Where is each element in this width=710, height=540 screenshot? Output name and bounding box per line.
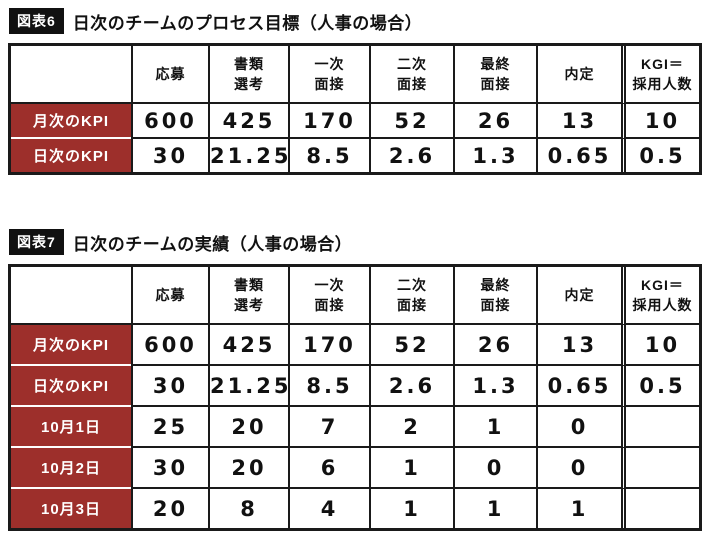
value-cell: 25 xyxy=(131,407,208,448)
column-header: 二次 面接 xyxy=(369,267,453,325)
value-cell xyxy=(621,448,699,489)
value-cell: 6 xyxy=(288,448,369,489)
corner-cell xyxy=(11,267,131,325)
value-cell: 1 xyxy=(453,407,536,448)
value-cell: 0.5 xyxy=(621,139,699,172)
value-cell: 1 xyxy=(453,489,536,528)
row-label: 10月1日 xyxy=(11,407,131,448)
value-cell: 170 xyxy=(288,104,369,139)
figure-6-section: 図表6 日次のチームのプロセス目標（人事の場合） 応募 書類 選考 一次 面接 二次 … xyxy=(8,8,702,175)
value-cell: 0.65 xyxy=(536,139,621,172)
figure-6-table: 応募 書類 選考 一次 面接 二次 面接 最終 面接 内定 KGI＝ 採用人数 月次のKPI 6… xyxy=(8,43,702,175)
column-header: 一次 面接 xyxy=(288,267,369,325)
value-cell: 52 xyxy=(369,104,453,139)
value-cell: 0.5 xyxy=(621,366,699,407)
figure-6-tag: 図表6 xyxy=(9,8,64,34)
value-cell: 30 xyxy=(131,448,208,489)
value-cell: 8.5 xyxy=(288,366,369,407)
value-cell: 0.65 xyxy=(536,366,621,407)
row-label: 10月3日 xyxy=(11,489,131,528)
corner-cell xyxy=(11,46,131,104)
value-cell: 0 xyxy=(536,407,621,448)
column-header: KGI＝ 採用人数 xyxy=(621,46,699,104)
column-header: 書類 選考 xyxy=(208,267,288,325)
value-cell: 170 xyxy=(288,325,369,366)
column-header: 最終 面接 xyxy=(453,46,536,104)
value-cell: 10 xyxy=(621,104,699,139)
value-cell: 425 xyxy=(208,325,288,366)
value-cell: 13 xyxy=(536,325,621,366)
figure-7-table: 応募 書類 選考 一次 面接 二次 面接 最終 面接 内定 KGI＝ 採用人数 月次のKPI 6… xyxy=(8,264,702,531)
table-row: 10月3日 20 8 4 1 1 1 xyxy=(11,489,699,528)
value-cell: 2 xyxy=(369,407,453,448)
header-row: 応募 書類 選考 一次 面接 二次 面接 最終 面接 内定 KGI＝ 採用人数 xyxy=(11,46,699,104)
value-cell: 20 xyxy=(208,448,288,489)
value-cell: 10 xyxy=(621,325,699,366)
value-cell: 30 xyxy=(131,366,208,407)
value-cell: 600 xyxy=(131,325,208,366)
value-cell: 1 xyxy=(369,448,453,489)
table-row: 月次のKPI 600 425 170 52 26 13 10 xyxy=(11,325,699,366)
row-label: 10月2日 xyxy=(11,448,131,489)
value-cell: 20 xyxy=(131,489,208,528)
table-row: 日次のKPI 30 21.25 8.5 2.6 1.3 0.65 0.5 xyxy=(11,366,699,407)
value-cell: 1 xyxy=(369,489,453,528)
value-cell: 0 xyxy=(453,448,536,489)
value-cell: 7 xyxy=(288,407,369,448)
value-cell xyxy=(621,489,699,528)
figure-7-title: 日次のチームの実績（人事の場合） xyxy=(72,234,353,254)
value-cell: 1.3 xyxy=(453,366,536,407)
column-header: 内定 xyxy=(536,46,621,104)
column-header: 内定 xyxy=(536,267,621,325)
column-header: 応募 xyxy=(131,46,208,104)
row-label: 月次のKPI xyxy=(11,325,131,366)
header-row: 応募 書類 選考 一次 面接 二次 面接 最終 面接 内定 KGI＝ 採用人数 xyxy=(11,267,699,325)
value-cell: 4 xyxy=(288,489,369,528)
figure-7-tag: 図表7 xyxy=(9,229,64,255)
row-label: 月次のKPI xyxy=(11,104,131,139)
value-cell: 21.25 xyxy=(208,139,288,172)
column-header: KGI＝ 採用人数 xyxy=(621,267,699,325)
column-header: 応募 xyxy=(131,267,208,325)
value-cell: 8.5 xyxy=(288,139,369,172)
figure-7-header: 図表7 日次のチームの実績（人事の場合） xyxy=(9,229,702,255)
value-cell: 8 xyxy=(208,489,288,528)
value-cell: 30 xyxy=(131,139,208,172)
figure-6-title: 日次のチームのプロセス目標（人事の場合） xyxy=(72,13,423,33)
value-cell: 20 xyxy=(208,407,288,448)
value-cell: 1 xyxy=(536,489,621,528)
figure-6-header: 図表6 日次のチームのプロセス目標（人事の場合） xyxy=(9,8,702,34)
value-cell: 0 xyxy=(536,448,621,489)
value-cell xyxy=(621,407,699,448)
column-header: 書類 選考 xyxy=(208,46,288,104)
value-cell: 1.3 xyxy=(453,139,536,172)
column-header: 一次 面接 xyxy=(288,46,369,104)
value-cell: 2.6 xyxy=(369,366,453,407)
value-cell: 2.6 xyxy=(369,139,453,172)
table-row: 日次のKPI 30 21.25 8.5 2.6 1.3 0.65 0.5 xyxy=(11,139,699,172)
table-row: 10月2日 30 20 6 1 0 0 xyxy=(11,448,699,489)
value-cell: 425 xyxy=(208,104,288,139)
column-header: 最終 面接 xyxy=(453,267,536,325)
table-row: 10月1日 25 20 7 2 1 0 xyxy=(11,407,699,448)
value-cell: 600 xyxy=(131,104,208,139)
value-cell: 52 xyxy=(369,325,453,366)
value-cell: 21.25 xyxy=(208,366,288,407)
row-label: 日次のKPI xyxy=(11,139,131,172)
value-cell: 26 xyxy=(453,104,536,139)
figure-7-section: 図表7 日次のチームの実績（人事の場合） 応募 書類 選考 一次 面接 二次 面接 最終… xyxy=(8,229,702,531)
value-cell: 13 xyxy=(536,104,621,139)
row-label: 日次のKPI xyxy=(11,366,131,407)
column-header: 二次 面接 xyxy=(369,46,453,104)
table-row: 月次のKPI 600 425 170 52 26 13 10 xyxy=(11,104,699,139)
value-cell: 26 xyxy=(453,325,536,366)
